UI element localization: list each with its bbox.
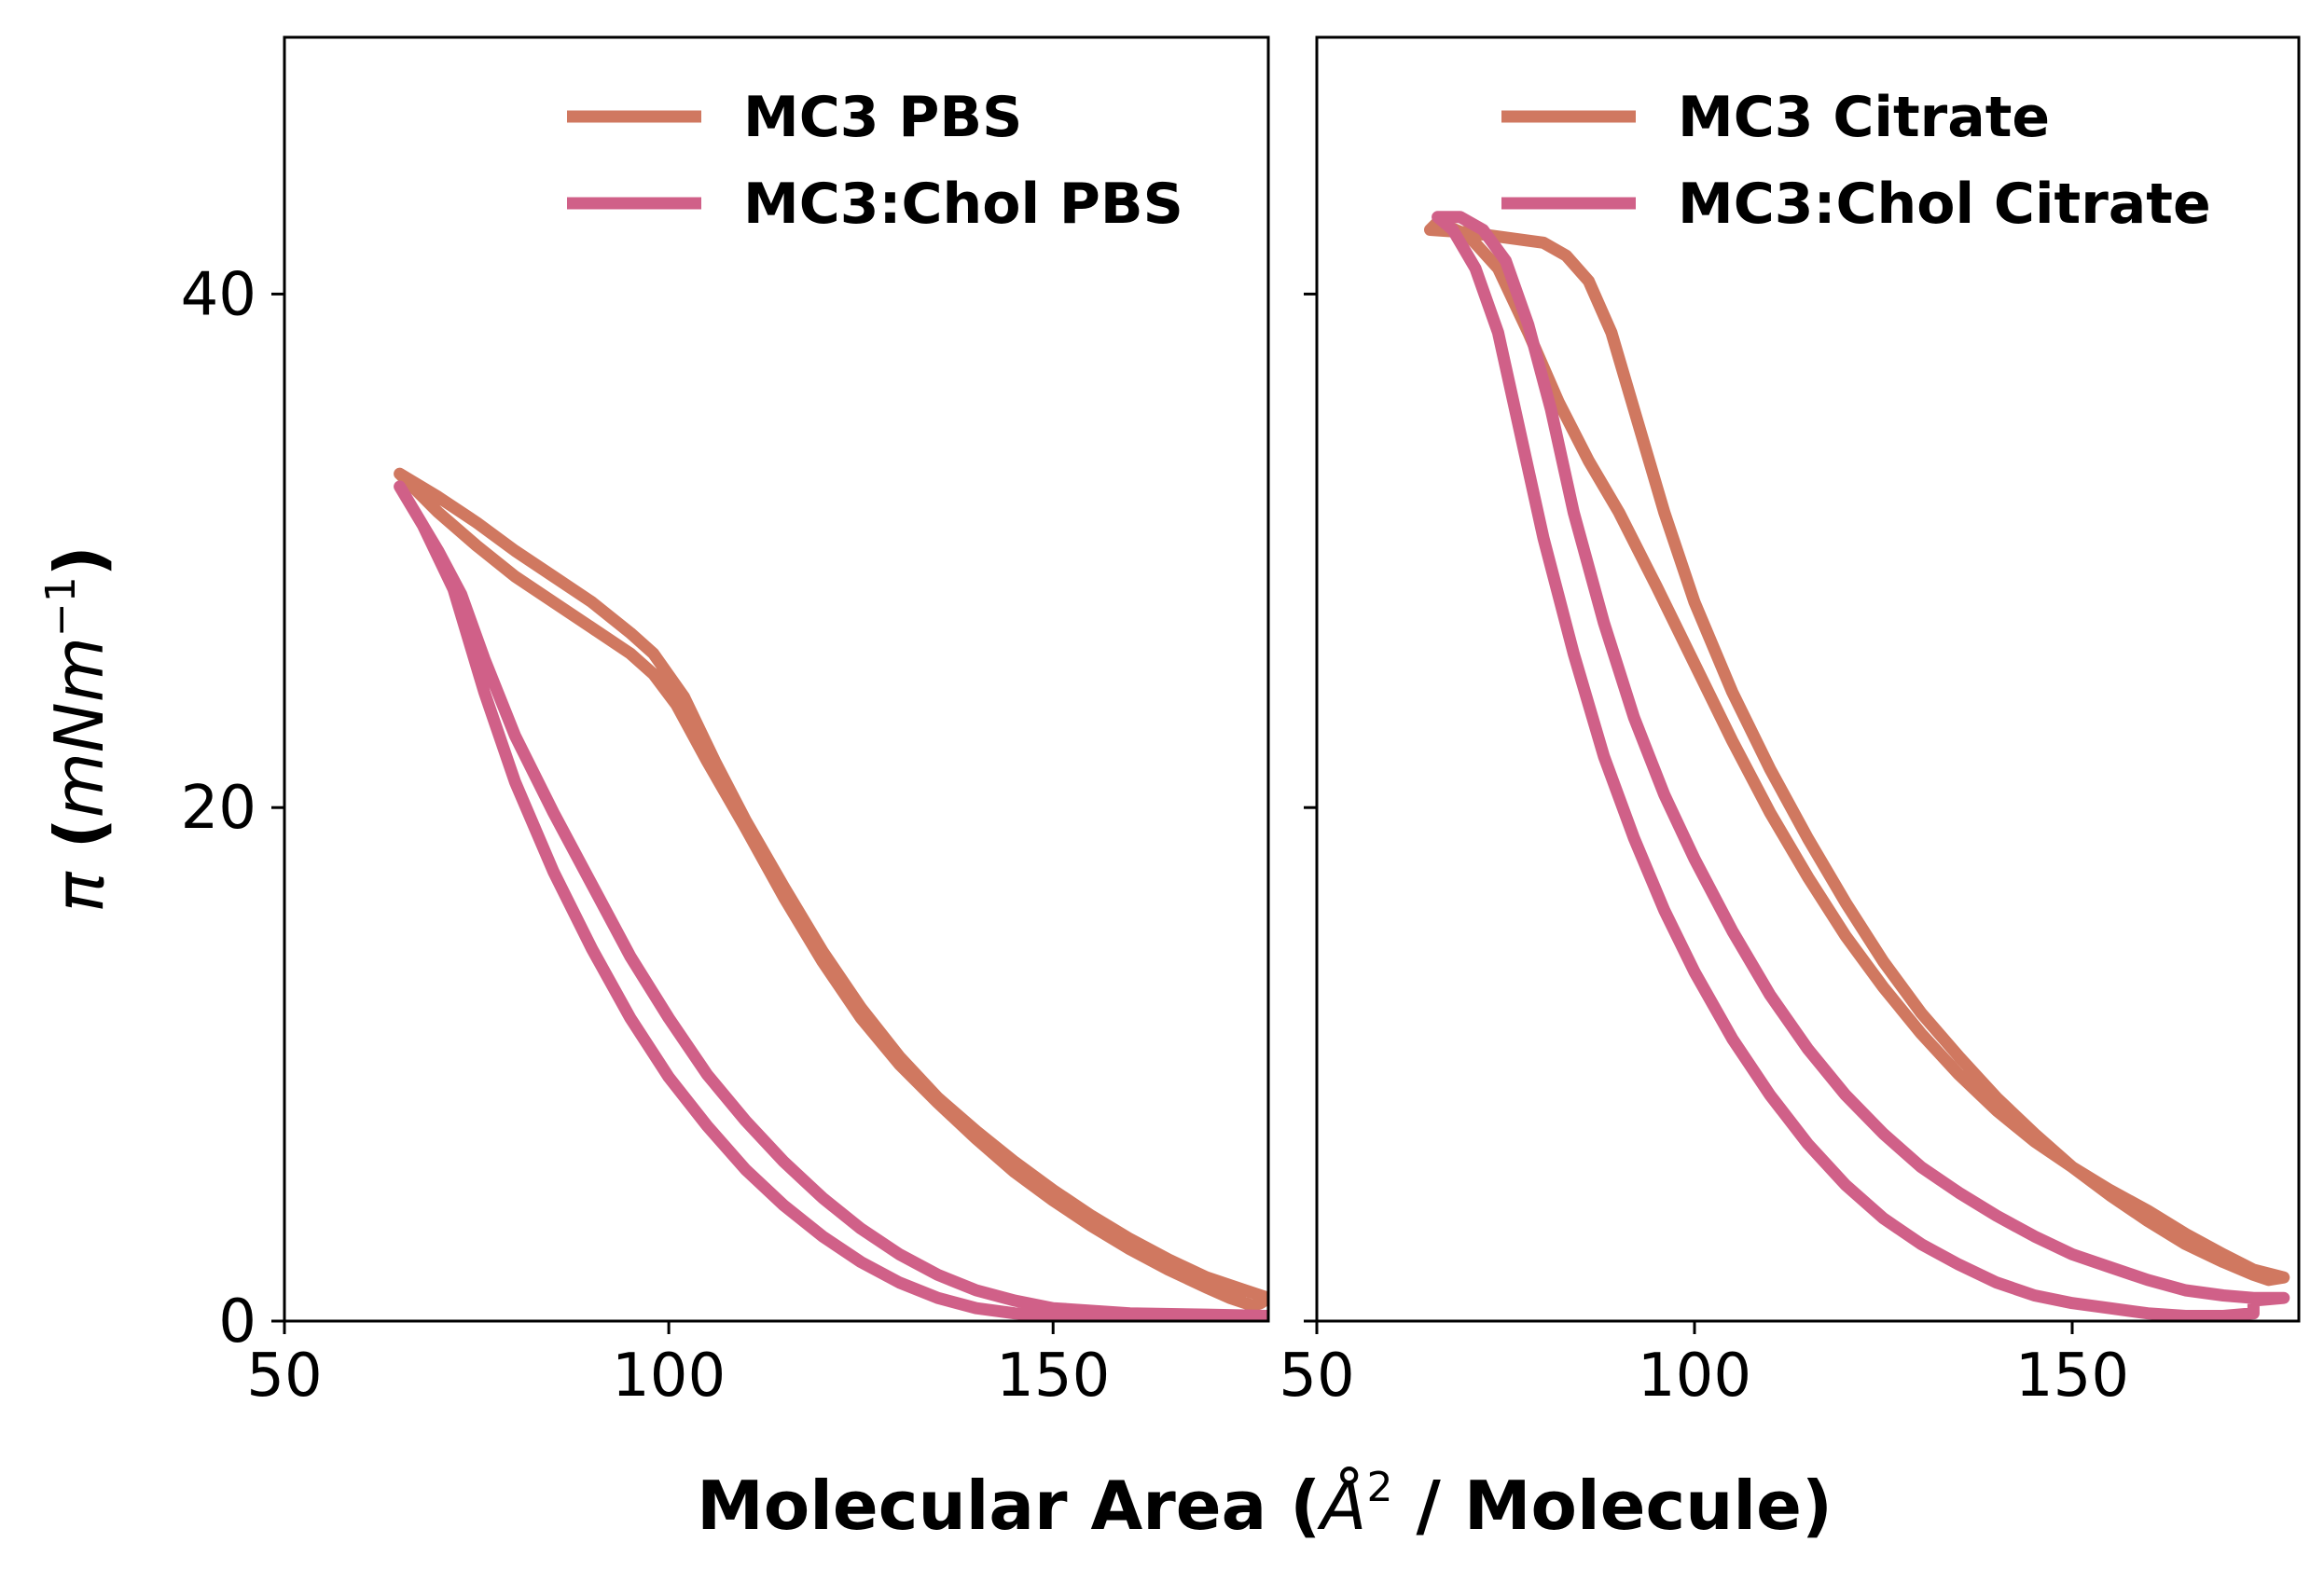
y-axis-title: π (mNm−1) (37, 545, 118, 912)
series-group (394, 467, 1268, 1321)
x-axis-title: Molecular Area (Å2 / Molecule) (697, 1464, 1833, 1545)
series-line-mc3-pbs (394, 467, 1268, 1312)
x-tick-label: 50 (1279, 1342, 1354, 1411)
y-tick-label: 0 (218, 1288, 256, 1357)
panel-right: 50 100 150 MC3 Citrate MC3:Chol Citrate (1279, 35, 2301, 1411)
legend-label-mc3-chol-citrate: MC3:Chol Citrate (1678, 172, 2211, 237)
y-tick-label: 20 (181, 774, 256, 843)
x-tick-label: 100 (1638, 1342, 1751, 1411)
x-tick-label: 150 (996, 1342, 1110, 1411)
legend: MC3 PBS MC3:Chol PBS (567, 85, 1183, 237)
axes-frame (283, 35, 1270, 1323)
series-line-mc3-chol-citrate (1432, 211, 2290, 1321)
x-tick-label: 50 (246, 1342, 322, 1411)
legend-label-mc3-citrate: MC3 Citrate (1678, 85, 2050, 150)
y-tick-label: 40 (181, 260, 256, 329)
x-tick-label: 150 (2015, 1342, 2129, 1411)
series-line-mc3-chol-pbs (394, 480, 1268, 1321)
legend-label-mc3-chol-pbs: MC3:Chol PBS (743, 172, 1183, 237)
legend: MC3 Citrate MC3:Chol Citrate (1501, 85, 2211, 237)
x-tick-label: 100 (612, 1342, 726, 1411)
axes-frame (1315, 35, 2301, 1323)
series-group (1424, 211, 2290, 1321)
series-line-mc3-citrate (1424, 215, 2290, 1287)
panel-left: 50 100 150 0 20 40 MC3 PBS MC3:Chol PBS (181, 35, 1270, 1411)
legend-label-mc3-pbs: MC3 PBS (743, 85, 1022, 150)
